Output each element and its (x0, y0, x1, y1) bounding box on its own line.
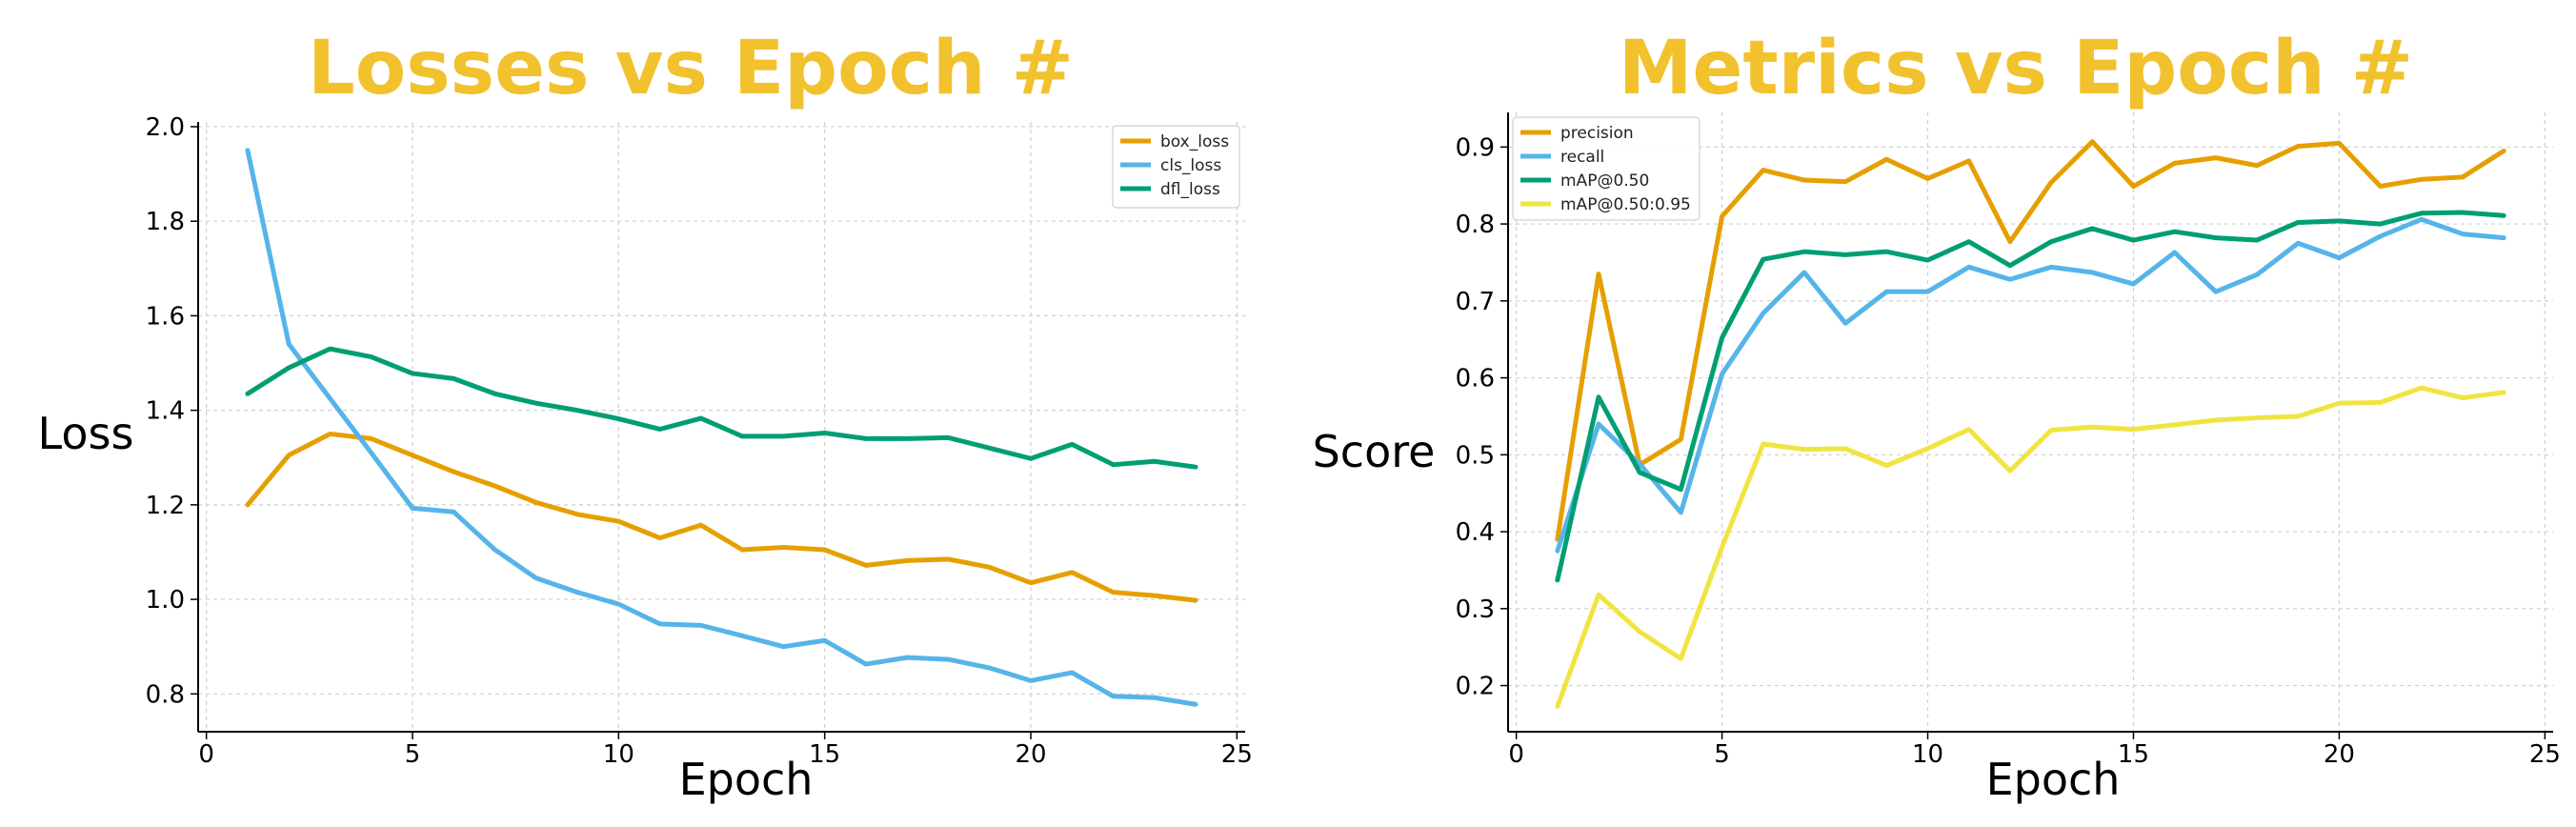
metrics-series-line-0 (1555, 139, 2506, 542)
metrics-x-tick-label: 5 (1714, 740, 1730, 769)
losses-series (245, 148, 1198, 707)
losses-x-tick-label: 20 (1015, 740, 1046, 769)
losses-y-tick-label: 0.8 (146, 680, 185, 709)
metrics-y-tick-label: 0.7 (1456, 288, 1495, 316)
losses-axes (197, 122, 1245, 733)
losses-x-tick-label: 5 (405, 740, 421, 769)
metrics-y-tick-label: 0.4 (1456, 518, 1495, 547)
losses-chart-title: Losses vs Epoch # (308, 26, 1074, 111)
losses-x-tick-label: 15 (809, 740, 840, 769)
losses-series-line-1 (245, 148, 1198, 707)
losses-y-tick-label: 2.0 (146, 113, 185, 142)
metrics-y-tick-label: 0.3 (1456, 595, 1495, 624)
metrics-series (1555, 139, 2506, 709)
metrics-axes (1507, 112, 2553, 733)
metrics-y-tick-label: 0.2 (1456, 673, 1495, 701)
losses-y-tick-label: 1.4 (146, 397, 185, 426)
metrics-x-tick-label: 10 (1912, 740, 1943, 769)
losses-x-tick-label: 25 (1221, 740, 1253, 769)
losses-legend-label: cls_loss (1160, 156, 1221, 175)
losses-legend-label: box_loss (1160, 132, 1229, 151)
losses-chart: Losses vs Epoch # Epoch Loss 0 5 10 15 20 250… (38, 26, 1253, 805)
metrics-y-tick-label: 0.8 (1456, 211, 1495, 239)
metrics-legend-box (1512, 116, 1701, 221)
metrics-legend-label: precision (1560, 124, 1634, 143)
metrics-legend-label: mAP@0.50 (1560, 171, 1649, 191)
metrics-chart-title: Metrics vs Epoch # (1619, 26, 2413, 111)
losses-x-tick-label: 10 (603, 740, 634, 769)
metrics-x-tick-label: 20 (2324, 740, 2355, 769)
losses-y-tick-label: 1.0 (146, 586, 185, 615)
metrics-x-tick-label: 25 (2529, 740, 2561, 769)
losses-grid (198, 122, 1245, 732)
metrics-x-axis-label: Epoch (1986, 754, 2121, 805)
losses-x-tick-label: 0 (198, 740, 214, 769)
metrics-chart: Metrics vs Epoch # Epoch Score 0 5 10 15 20 2… (1313, 26, 2561, 805)
metrics-legend: precision recall mAP@0.50 mAP@0.50:0.95 (1512, 116, 1701, 221)
losses-y-axis-label: Loss (38, 408, 134, 459)
metrics-y-axis-label: Score (1313, 426, 1436, 477)
losses-y-tick-label: 1.2 (146, 492, 185, 520)
losses-legend: box_loss cls_loss dfl_loss (1112, 125, 1240, 209)
losses-legend-label: dfl_loss (1160, 180, 1220, 199)
losses-series-line-0 (245, 431, 1198, 603)
losses-y-tick-label: 1.8 (146, 208, 185, 236)
metrics-x-tick-label: 0 (1508, 740, 1524, 769)
metrics-legend-label: recall (1560, 148, 1604, 167)
metrics-y-tick-label: 0.6 (1456, 365, 1495, 393)
metrics-series-line-2 (1555, 210, 2506, 583)
metrics-y-tick-label: 0.5 (1456, 441, 1495, 470)
metrics-series-line-3 (1555, 385, 2506, 709)
metrics-legend-label: mAP@0.50:0.95 (1560, 195, 1691, 214)
losses-x-axis-label: Epoch (679, 754, 814, 805)
metrics-series-line-1 (1555, 216, 2506, 554)
losses-y-tick-label: 1.6 (146, 302, 185, 331)
losses-series-line-2 (245, 346, 1198, 470)
metrics-ticks: 0 5 10 15 20 25 0.2 0.3 0.4 0.5 0.6 0.7 0.8 0.9 (1456, 133, 2561, 769)
metrics-y-tick-label: 0.9 (1456, 133, 1495, 162)
metrics-x-tick-label: 15 (2118, 740, 2149, 769)
losses-ticks: 0 5 10 15 20 25 0.8 1.0 1.2 1.4 1.6 1.8 2.0 (146, 113, 1253, 769)
